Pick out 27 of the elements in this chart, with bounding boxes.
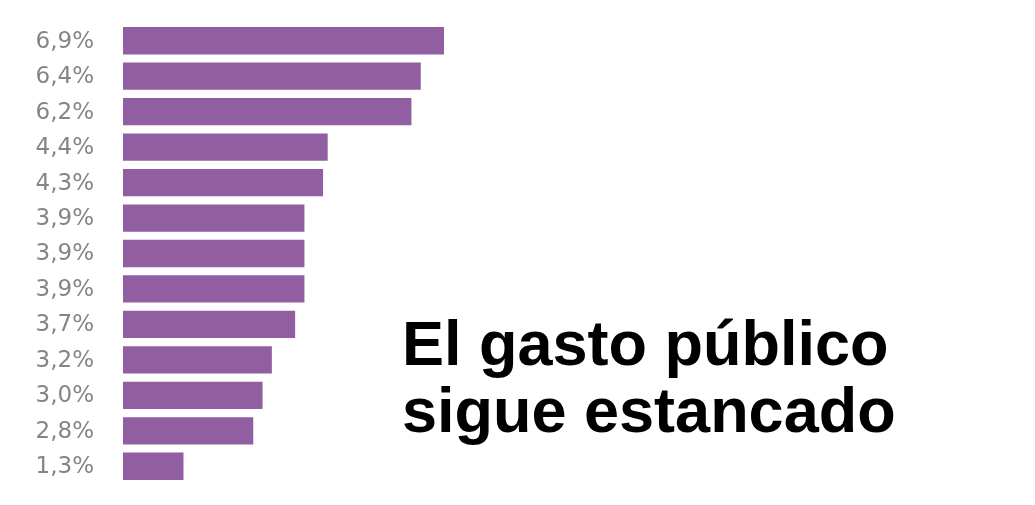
bar <box>123 168 324 197</box>
data-label: 3,2% <box>35 345 94 372</box>
bar <box>123 381 263 409</box>
data-label: 6,4% <box>35 62 94 89</box>
data-label: 4,3% <box>35 168 94 195</box>
data-label: 4,4% <box>35 133 94 160</box>
bar <box>123 452 184 480</box>
bar <box>123 275 305 303</box>
bar <box>123 417 254 445</box>
bar <box>123 133 328 161</box>
bar <box>123 310 296 339</box>
data-label: 3,0% <box>35 381 94 408</box>
bar <box>123 346 272 374</box>
data-label: 3,9% <box>35 239 94 266</box>
data-label: 3,7% <box>35 310 94 337</box>
bar <box>123 62 421 90</box>
text: El gasto público sigue estancado <box>402 308 896 445</box>
bar <box>123 98 412 126</box>
data-label: 2,8% <box>35 416 94 443</box>
data-label: 6,2% <box>35 97 94 124</box>
bar <box>123 27 444 55</box>
data-label: 3,9% <box>35 274 94 301</box>
data-label: 1,3% <box>35 452 94 479</box>
bar <box>123 239 305 268</box>
bar <box>123 204 305 232</box>
data-label: 3,9% <box>35 204 94 231</box>
data-label: 6,9% <box>35 26 94 53</box>
